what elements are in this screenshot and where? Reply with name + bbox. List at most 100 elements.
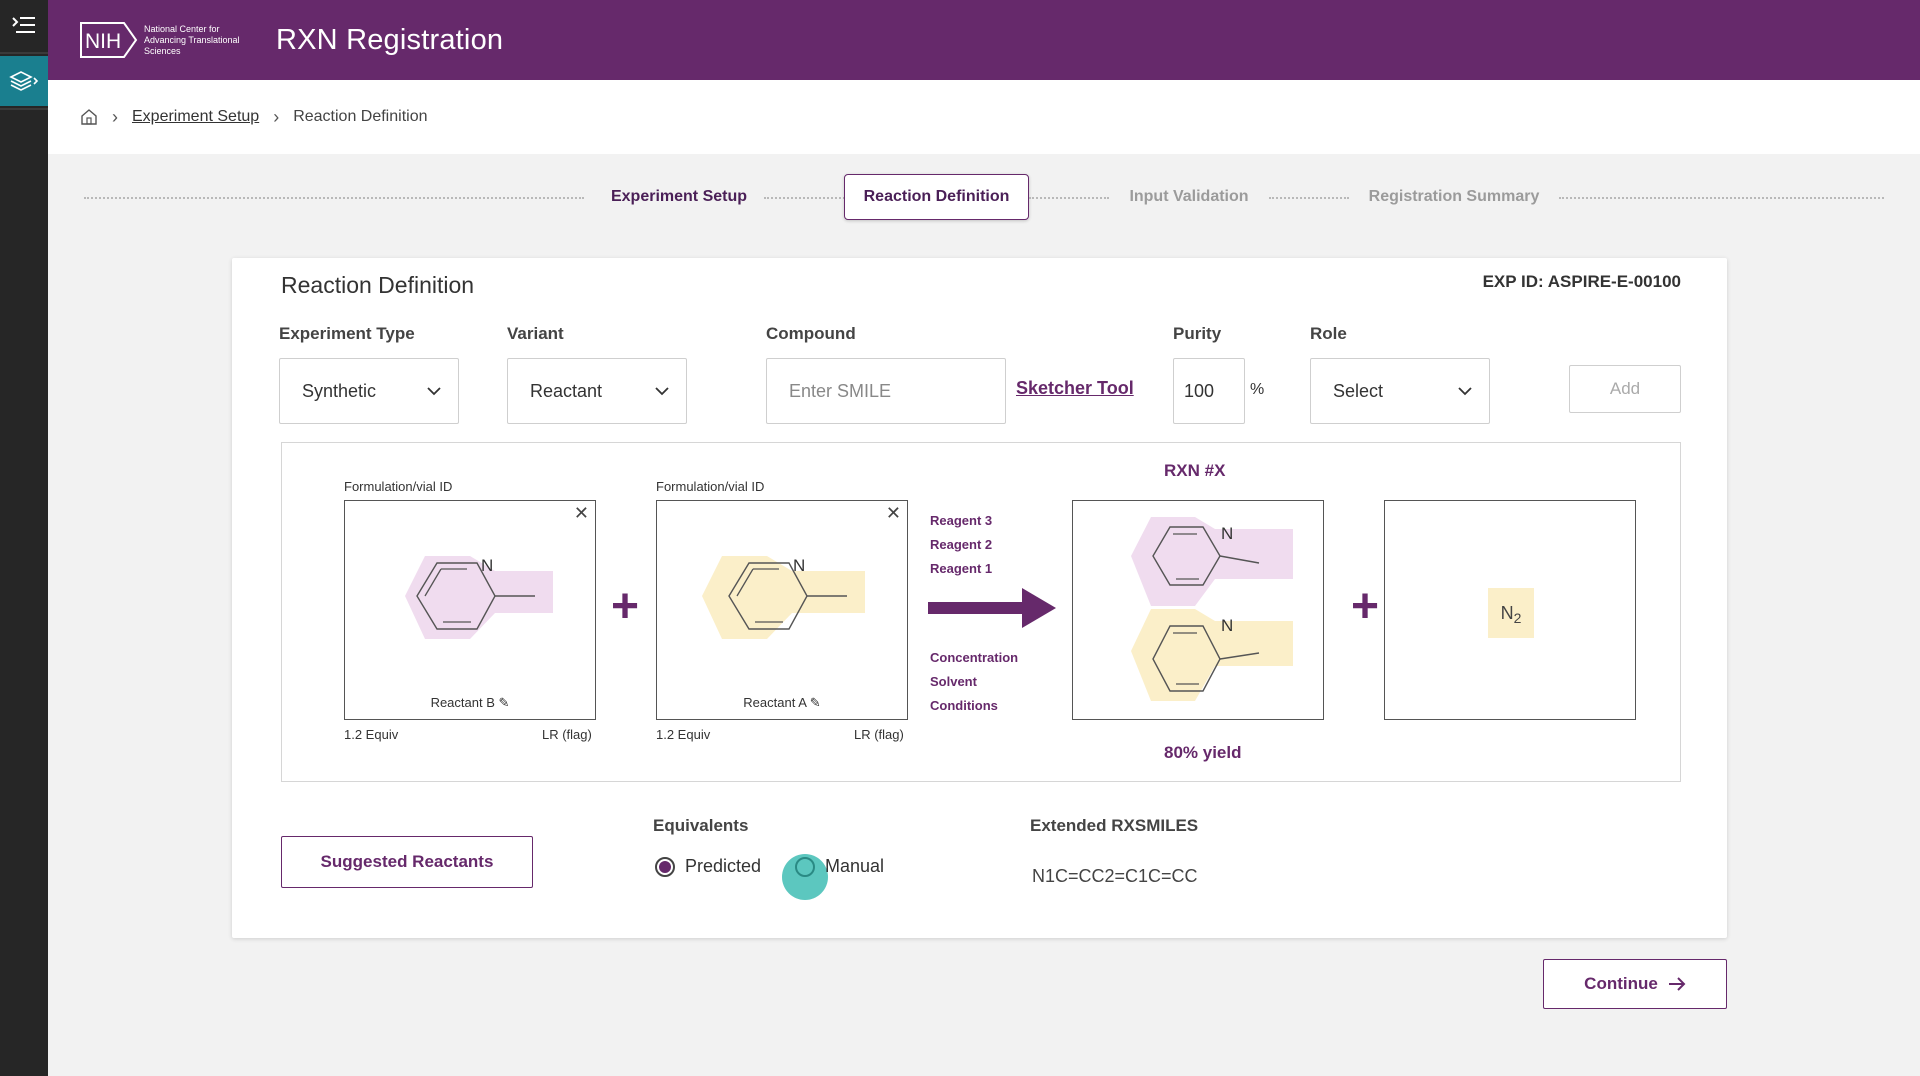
app-header: NIH National Center for Advancing Transl…	[48, 0, 1920, 80]
continue-button[interactable]: Continue	[1543, 959, 1727, 1009]
left-rail	[0, 0, 48, 1076]
stepper-connector	[1559, 197, 1884, 199]
app-title: RXN Registration	[276, 23, 504, 56]
close-icon[interactable]: ✕	[885, 503, 901, 523]
reaction-panel: Formulation/vial ID ✕ N Reactant B ✎ 1.2…	[281, 442, 1681, 782]
breadcrumb-reaction-definition: Reaction Definition	[293, 108, 428, 125]
chevron-down-icon	[655, 387, 669, 396]
edit-pencil-icon[interactable]: ✎	[498, 695, 510, 710]
step-experiment-setup[interactable]: Experiment Setup	[610, 188, 748, 205]
progress-stepper: Experiment Setup Reaction Definition Inp…	[84, 174, 1884, 222]
add-button[interactable]: Add	[1569, 365, 1681, 413]
org-name: National Center for Advancing Translatio…	[144, 23, 240, 56]
reactant-b-structure: N	[405, 556, 553, 639]
reactant-a-label: Reactant A	[743, 695, 807, 710]
vial-id-label: Formulation/vial ID	[656, 479, 765, 494]
nitrogen-atom-label: N	[481, 556, 493, 575]
role-select[interactable]: Select	[1310, 358, 1490, 424]
role-label: Role	[1310, 324, 1347, 343]
breadcrumb: › Experiment Setup › Reaction Definition	[48, 80, 1920, 154]
reactant-b-equiv: 1.2 Equiv	[344, 727, 399, 742]
condition-item: Concentration	[930, 650, 1019, 665]
home-icon[interactable]	[80, 108, 98, 126]
equivalents-label: Equivalents	[653, 816, 749, 835]
chevron-down-icon	[1458, 387, 1472, 396]
breadcrumb-experiment-setup[interactable]: Experiment Setup	[132, 108, 260, 125]
card-title: Reaction Definition	[281, 272, 475, 298]
reagent-item: Reagent 1	[930, 561, 993, 576]
step-reaction-definition[interactable]: Reaction Definition	[844, 174, 1029, 220]
radio-predicted-label: Predicted	[685, 856, 762, 876]
variant-value: Reactant	[530, 380, 603, 401]
purity-input[interactable]: 100	[1173, 358, 1245, 424]
product-yield: 80% yield	[1164, 743, 1242, 762]
compound-label: Compound	[766, 324, 856, 343]
radio-unselected-icon	[795, 856, 815, 877]
radio-selected-icon	[655, 856, 675, 877]
menu-toggle-button[interactable]	[0, 0, 48, 50]
nitrogen-atom-label: N	[1221, 524, 1233, 543]
layers-nav-button[interactable]	[0, 56, 48, 106]
experiment-type-label: Experiment Type	[279, 324, 415, 343]
step-registration-summary[interactable]: Registration Summary	[1368, 188, 1540, 205]
stepper-connector	[1029, 197, 1109, 199]
reactant-a-flag: LR (flag)	[854, 727, 904, 742]
reactant-a-name: Reactant A ✎	[657, 695, 907, 711]
condition-item: Conditions	[930, 698, 998, 713]
condition-item: Solvent	[930, 674, 977, 689]
reactant-b-name: Reactant B ✎	[345, 695, 595, 711]
step-input-validation[interactable]: Input Validation	[1129, 188, 1249, 205]
menu-list-icon	[12, 17, 35, 33]
close-icon[interactable]: ✕	[573, 503, 589, 523]
compound-smile-input[interactable]: Enter SMILE	[766, 358, 1006, 424]
byproduct-subscript: 2	[1513, 610, 1522, 626]
sketcher-tool-link[interactable]: Sketcher Tool	[1016, 378, 1134, 398]
nih-logo[interactable]: NIH National Center for Advancing Transl…	[80, 22, 254, 58]
reaction-definition-card: Reaction Definition EXP ID: ASPIRE-E-001…	[232, 258, 1727, 938]
nitrogen-atom-label: N	[1221, 616, 1233, 635]
variant-select[interactable]: Reactant	[507, 358, 687, 424]
purity-label: Purity	[1173, 324, 1222, 343]
exp-id: EXP ID: ASPIRE-E-00100	[1482, 272, 1681, 291]
product-structure: N N	[1131, 517, 1293, 701]
rxsmiles-label: Extended RXSMILES	[1030, 816, 1199, 835]
stepper-connector	[84, 197, 584, 199]
variant-label: Variant	[507, 324, 564, 343]
radio-manual-label: Manual	[825, 856, 885, 876]
layers-icon	[9, 71, 39, 91]
rail-divider	[0, 52, 48, 54]
reactant-a-card[interactable]: ✕ N Reactant A ✎	[656, 500, 908, 720]
product-card[interactable]: N N	[1072, 500, 1324, 720]
nih-logo-text: NIH	[85, 30, 121, 53]
reactant-b-flag: LR (flag)	[542, 727, 592, 742]
arrow-right-icon	[1668, 977, 1686, 991]
purity-unit: %	[1250, 381, 1265, 398]
rxsmiles-value: N1C=CC2=C1C=CC	[1032, 866, 1198, 886]
suggested-reactants-button[interactable]: Suggested Reactants	[281, 836, 533, 888]
reagent-item: Reagent 3	[930, 513, 993, 528]
reactant-a-structure: N	[702, 556, 865, 639]
role-value: Select	[1333, 380, 1384, 401]
stepper-connector	[1269, 197, 1349, 199]
radio-predicted[interactable]: Predicted	[655, 856, 761, 877]
reaction-number: RXN #X	[1164, 461, 1226, 480]
radio-manual[interactable]: Manual	[795, 856, 884, 877]
rail-divider	[0, 108, 48, 110]
plus-sign: +	[1351, 580, 1380, 633]
experiment-type-value: Synthetic	[302, 380, 377, 401]
continue-label: Continue	[1584, 974, 1658, 993]
chevron-down-icon	[427, 387, 441, 396]
reactant-b-card[interactable]: ✕ N Reactant B ✎	[344, 500, 596, 720]
edit-pencil-icon[interactable]: ✎	[809, 695, 821, 710]
vial-id-label: Formulation/vial ID	[344, 479, 453, 494]
reaction-arrow-icon	[928, 588, 1056, 628]
nih-logo-mark: NIH	[80, 22, 138, 58]
chevron-right-icon: ›	[273, 106, 280, 127]
reactant-b-label: Reactant B	[430, 695, 495, 710]
chevron-right-icon: ›	[112, 106, 118, 127]
experiment-type-select[interactable]: Synthetic	[279, 358, 459, 424]
plus-sign: +	[611, 580, 640, 633]
nitrogen-atom-label: N	[793, 556, 805, 575]
reactant-a-equiv: 1.2 Equiv	[656, 727, 711, 742]
